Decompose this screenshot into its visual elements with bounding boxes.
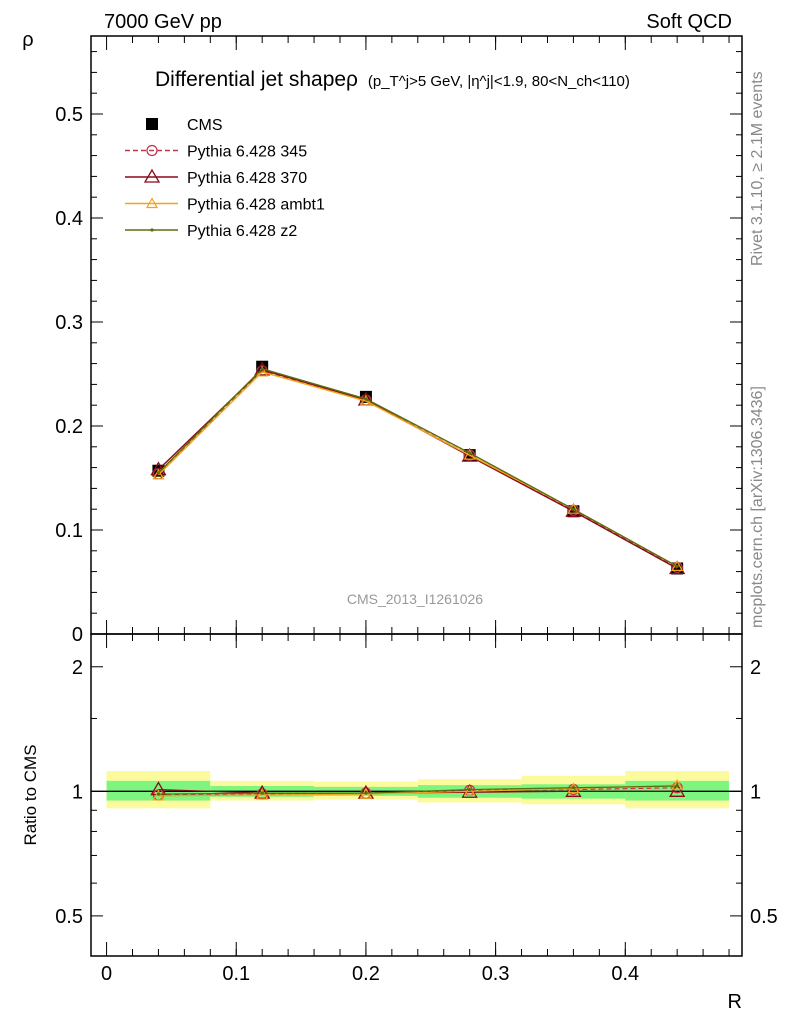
- ratio-series-1-point: [669, 783, 686, 797]
- y-tick-label: 0.1: [55, 520, 83, 542]
- legend-marker: [143, 168, 161, 183]
- main-ticks: 0 0.1 0.2 0.3 0.4 0.5: [55, 36, 742, 646]
- series-2-point: [254, 361, 271, 376]
- mcplots-reference: mcplots.cern.ch [arXiv:1306.3436]: [749, 386, 766, 628]
- series-3-point: [671, 560, 684, 571]
- plot-title-main: Differential jet shapeρ: [155, 68, 358, 91]
- energy-label: 7000 GeV pp: [104, 11, 222, 33]
- ratio-y-tick-label: 0.5: [55, 906, 83, 928]
- series-4-point: [675, 564, 679, 569]
- ratio-series-3-point: [364, 791, 368, 795]
- series-4-line: [157, 368, 678, 568]
- x-tick-label: 0.4: [611, 963, 639, 985]
- ratio-series-3-line: [158, 785, 678, 795]
- ratio-series-2-point: [463, 785, 476, 796]
- y-axis-label: ρ: [22, 29, 33, 51]
- plot-title: Differential jet shapeρ (p_T^j>5 GeV, |η…: [155, 68, 630, 91]
- ratio-ticks: 0.5 0.5 1 1 2 2 0 0.1 0.2 0.3 0.4: [55, 634, 778, 985]
- ratio-y-tick-label: 2: [72, 657, 83, 679]
- series-1-line: [157, 370, 678, 569]
- ratio-series-1-point: [254, 784, 271, 799]
- legend-marker: [146, 118, 158, 130]
- x-axis-label: R: [728, 991, 742, 1013]
- x-tick-label: 0.2: [352, 963, 380, 985]
- ratio-series-3-point: [675, 784, 679, 788]
- main-panel: 0 0.1 0.2 0.3 0.4 0.5 ρ Differential jet shap…: [22, 29, 743, 646]
- y-tick-label: 0.5: [55, 104, 83, 126]
- legend-label: Pythia 6.428 370: [187, 170, 307, 187]
- legend-label: CMS: [187, 117, 223, 134]
- x-tick-label: 0: [101, 963, 112, 985]
- ratio-plot-area: [91, 770, 742, 809]
- ratio-series-3-point: [468, 787, 472, 792]
- category-label: Soft QCD: [646, 11, 732, 33]
- y-tick-label: 0: [72, 624, 83, 646]
- legend-marker: [146, 144, 158, 157]
- ratio-y-tick-label: 1: [72, 781, 83, 803]
- series-3-point: [567, 502, 580, 514]
- ratio-y-tick-label-right: 1: [750, 781, 761, 803]
- ratio-series-2-point: [671, 778, 684, 790]
- plot-title-cuts: (p_T^j>5 GeV, |η^j|<1.9, 80<N_ch<110): [368, 73, 630, 90]
- ratio-series-3-point: [156, 792, 161, 796]
- legend-marker: [145, 197, 159, 209]
- series-3-line: [157, 371, 678, 568]
- series-2-line: [157, 369, 678, 570]
- ratio-series-0-point: [671, 782, 683, 794]
- legend-label: Pythia 6.428 z2: [187, 223, 297, 240]
- ratio-y-axis-label: Ratio to CMS: [21, 744, 40, 845]
- x-tick-label: 0.1: [222, 963, 250, 985]
- ratio-y-tick-label-right: 0.5: [750, 906, 778, 928]
- series-3-point: [152, 468, 165, 480]
- legend-marker: [150, 228, 154, 232]
- ratio-series-2-point: [152, 789, 165, 801]
- legend-label: Pythia 6.428 ambt1: [187, 197, 325, 214]
- series-4-point: [364, 397, 368, 401]
- ratio-series-2-point: [256, 788, 269, 800]
- legend: CMS Pythia 6.428 345 Pythia 6.428 370 Pythi…: [125, 117, 325, 240]
- ratio-frame: [90, 633, 743, 957]
- series-4-point: [468, 451, 472, 455]
- series-4-point: [260, 367, 264, 371]
- x-tick-label: 0.3: [482, 963, 510, 985]
- ratio-series-3-point: [260, 791, 264, 795]
- y-tick-label: 0.4: [55, 208, 83, 230]
- legend-label: Pythia 6.428 345: [187, 144, 307, 161]
- ratio-panel: 0.5 0.5 1 1 2 2 0 0.1 0.2 0.3 0.4 Ratio to CMS: [21, 633, 778, 985]
- ratio-y-tick-label-right: 2: [750, 657, 761, 679]
- analysis-reference: CMS_2013_I1261026: [347, 591, 483, 607]
- series-4-point: [571, 507, 576, 511]
- ratio-series-3-point: [571, 786, 576, 790]
- series-4-point: [156, 471, 161, 475]
- main-plot-area: [150, 360, 686, 575]
- y-tick-label: 0.3: [55, 312, 83, 334]
- y-tick-label: 0.2: [55, 416, 83, 438]
- rivet-version: Rivet 3.1.10, ≥ 2.1M events: [749, 71, 766, 266]
